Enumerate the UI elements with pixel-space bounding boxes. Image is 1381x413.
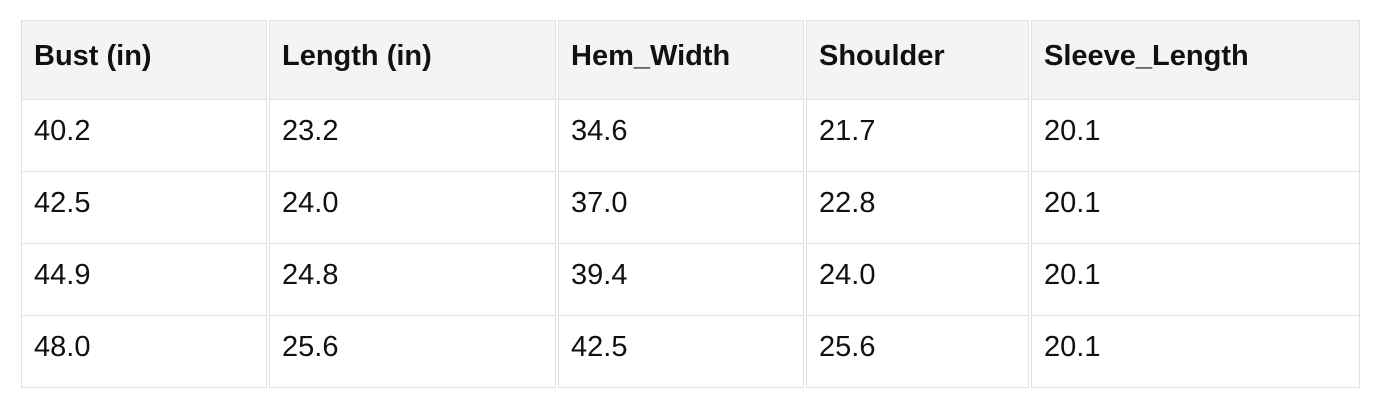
header-row: Bust (in) Length (in) Hem_Width Shoulder… <box>21 20 1360 100</box>
cell-length: 23.2 <box>269 100 556 172</box>
size-chart-table: Bust (in) Length (in) Hem_Width Shoulder… <box>19 20 1362 388</box>
cell-length: 24.0 <box>269 172 556 244</box>
cell-hem-width: 39.4 <box>558 244 804 316</box>
table-row: 40.2 23.2 34.6 21.7 20.1 <box>21 100 1360 172</box>
cell-bust: 44.9 <box>21 244 267 316</box>
cell-hem-width: 34.6 <box>558 100 804 172</box>
cell-length: 25.6 <box>269 316 556 388</box>
cell-sleeve-length: 20.1 <box>1031 244 1360 316</box>
cell-bust: 40.2 <box>21 100 267 172</box>
cell-length: 24.8 <box>269 244 556 316</box>
cell-sleeve-length: 20.1 <box>1031 100 1360 172</box>
col-header-sleeve-length: Sleeve_Length <box>1031 20 1360 100</box>
cell-sleeve-length: 20.1 <box>1031 316 1360 388</box>
cell-shoulder: 24.0 <box>806 244 1029 316</box>
cell-shoulder: 22.8 <box>806 172 1029 244</box>
col-header-length: Length (in) <box>269 20 556 100</box>
cell-sleeve-length: 20.1 <box>1031 172 1360 244</box>
cell-bust: 42.5 <box>21 172 267 244</box>
table-row: 48.0 25.6 42.5 25.6 20.1 <box>21 316 1360 388</box>
cell-shoulder: 25.6 <box>806 316 1029 388</box>
cell-bust: 48.0 <box>21 316 267 388</box>
col-header-bust: Bust (in) <box>21 20 267 100</box>
col-header-shoulder: Shoulder <box>806 20 1029 100</box>
cell-shoulder: 21.7 <box>806 100 1029 172</box>
table-row: 42.5 24.0 37.0 22.8 20.1 <box>21 172 1360 244</box>
cell-hem-width: 37.0 <box>558 172 804 244</box>
table-row: 44.9 24.8 39.4 24.0 20.1 <box>21 244 1360 316</box>
cell-hem-width: 42.5 <box>558 316 804 388</box>
col-header-hem-width: Hem_Width <box>558 20 804 100</box>
